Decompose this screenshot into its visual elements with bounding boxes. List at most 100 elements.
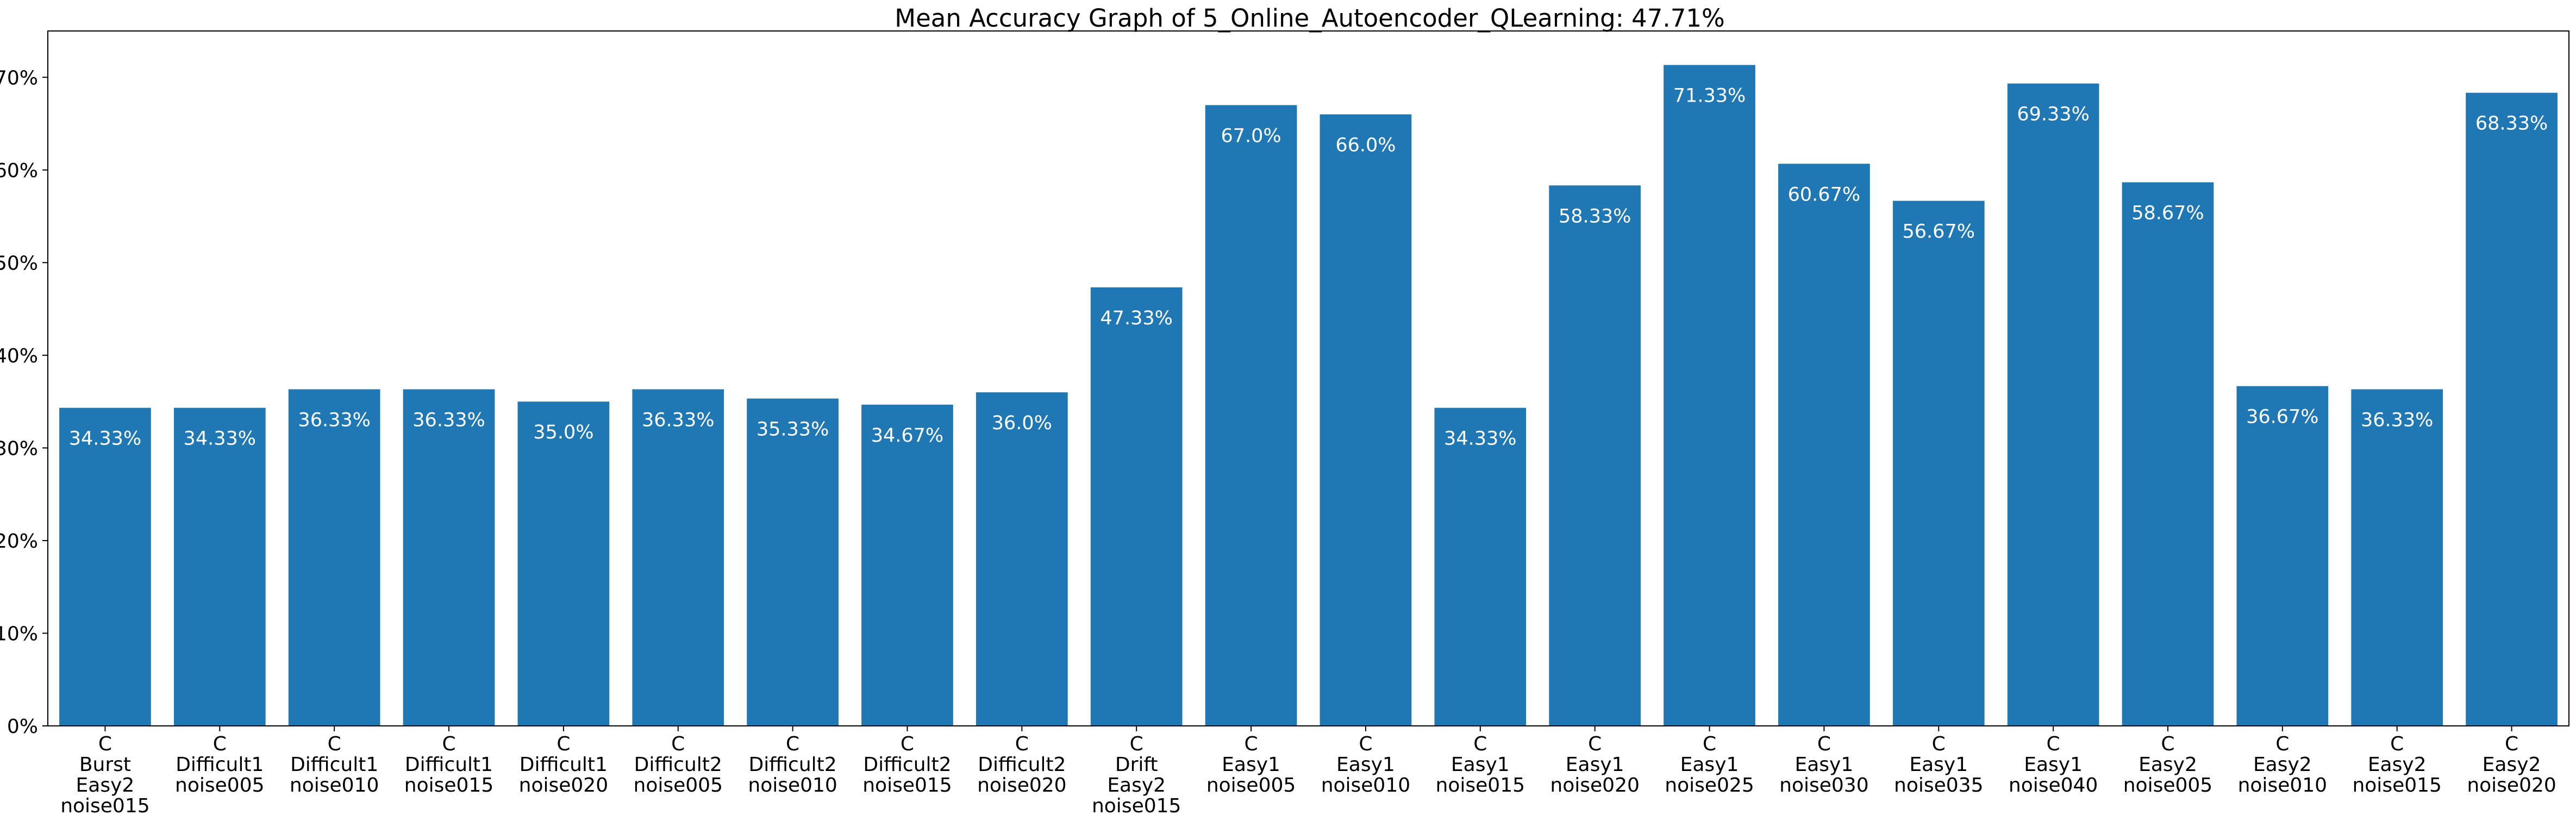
x-tick-label: C Difficult1 noise005: [175, 733, 264, 797]
bar: [2007, 83, 2099, 726]
x-tick-label-line: noise010: [290, 774, 379, 797]
bar-value-label: 36.33%: [642, 409, 714, 431]
x-tick-label: C Easy1 noise025: [1665, 733, 1754, 797]
x-tick-label-line: Easy1: [1566, 754, 1624, 776]
x-tick-label-line: C: [2505, 733, 2518, 755]
bar: [747, 398, 839, 726]
bar-value-label: 35.33%: [756, 419, 829, 441]
x-tick-label-line: noise035: [1894, 774, 1983, 797]
bar: [1205, 105, 1297, 726]
data-labels-layer: 34.33% 34.33% 36.33% 36.33% 35.0% 36.33% 35.33…: [69, 85, 2548, 450]
x-tick-label-line: C: [2390, 733, 2404, 755]
x-tick-label-line: C: [1473, 733, 1487, 755]
x-tick-label-line: C: [901, 733, 914, 755]
bar-value-label: 66.0%: [1335, 134, 1396, 156]
bar: [1664, 65, 1755, 726]
x-tick-label-line: C: [2047, 733, 2060, 755]
x-tick-label: C Easy1 noise030: [1779, 733, 1868, 797]
bar: [1549, 185, 1641, 726]
x-tick-label: C Easy1 noise040: [2009, 733, 2098, 797]
x-tick-label-line: noise030: [1779, 774, 1868, 797]
bar: [2236, 386, 2329, 726]
x-tick-label-line: noise015: [1092, 795, 1181, 815]
x-tick-label-line: C: [1817, 733, 1831, 755]
x-tick-label-line: Easy2: [2253, 754, 2312, 776]
x-tick-label-line: C: [1015, 733, 1029, 755]
x-tick-label-line: noise005: [175, 774, 264, 797]
x-tick-label: C Drift Easy2 noise015: [1092, 733, 1181, 815]
x-tick-label: C Difficult1 noise010: [290, 733, 379, 797]
x-tick-label-line: Drift: [1115, 754, 1158, 776]
bar: [517, 402, 610, 726]
x-tick-label-line: Easy2: [1107, 774, 1166, 797]
x-tick-label-line: Easy1: [1451, 754, 1510, 776]
bar: [2122, 182, 2214, 726]
x-tick-label-line: noise040: [2009, 774, 2098, 797]
x-tick-label: C Difficult2 noise020: [977, 733, 1066, 797]
bar-value-label: 36.67%: [2246, 406, 2318, 428]
x-tick-label-line: Easy1: [2024, 754, 2083, 776]
x-tick-label: C Burst Easy2 noise015: [60, 733, 149, 815]
bar: [632, 389, 724, 726]
x-tick-label-line: C: [328, 733, 341, 755]
x-tick-label-line: Difficult2: [978, 754, 1066, 776]
y-tick-label: 20%: [0, 530, 38, 553]
x-tick-label: C Easy2 noise015: [2352, 733, 2441, 797]
x-tick-label-line: noise005: [634, 774, 723, 797]
x-tick-label: C Easy1 noise035: [1894, 733, 1983, 797]
bar: [288, 389, 380, 726]
x-tick-label: C Easy1 noise010: [1321, 733, 1410, 797]
bar: [173, 408, 266, 726]
bar-value-label: 69.33%: [2017, 104, 2089, 126]
x-tick-label: C Easy1 noise020: [1550, 733, 1639, 797]
bar: [1892, 200, 1985, 726]
bar: [1090, 287, 1183, 726]
x-tick-label-line: noise020: [2467, 774, 2556, 797]
bar: [976, 392, 1068, 726]
plot-frame: [47, 30, 2569, 726]
x-tick-label-line: Easy2: [76, 774, 135, 797]
y-tick-label: 0%: [7, 716, 38, 738]
x-tick-label-line: Easy1: [1336, 754, 1395, 776]
x-tick-label-line: C: [1703, 733, 1716, 755]
x-tick-label: C Difficult2 noise005: [634, 733, 723, 797]
x-tick-label-line: noise020: [1550, 774, 1639, 797]
x-tick-label-line: C: [442, 733, 455, 755]
y-tick-label: 30%: [0, 437, 38, 460]
x-tick-label-line: C: [1130, 733, 1143, 755]
bar-value-label: 36.33%: [2361, 409, 2433, 431]
x-tick-label-line: C: [1244, 733, 1258, 755]
x-tick-label: C Difficult1 noise020: [519, 733, 608, 797]
x-tick-label-line: C: [98, 733, 112, 755]
x-tick-label: C Easy1 noise015: [1436, 733, 1525, 797]
x-tick-label-line: noise010: [1321, 774, 1410, 797]
y-tick-label: 50%: [0, 252, 38, 274]
x-tick-label-line: C: [557, 733, 570, 755]
bar-value-label: 68.33%: [2475, 113, 2548, 135]
bars-layer: [59, 65, 2558, 726]
bar-value-label: 36.0%: [992, 412, 1052, 434]
x-tick-label: C Easy2 noise020: [2467, 733, 2556, 797]
y-tick-label: 70%: [0, 67, 38, 89]
x-tick-label-line: noise010: [2238, 774, 2327, 797]
y-tick-label: 40%: [0, 345, 38, 367]
x-tick-label-line: Easy1: [1222, 754, 1280, 776]
x-tick-label: C Difficult2 noise015: [862, 733, 952, 797]
x-tick-label-line: noise015: [862, 774, 952, 797]
x-tick-label: C Easy2 noise005: [2123, 733, 2212, 797]
x-tick-label-line: C: [2275, 733, 2289, 755]
bar: [403, 389, 495, 726]
x-tick-label-line: noise020: [519, 774, 608, 797]
x-tick-label-line: C: [786, 733, 799, 755]
x-tick-label-line: Easy1: [1680, 754, 1739, 776]
x-tick-label-line: noise020: [977, 774, 1066, 797]
chart-title: Mean Accuracy Graph of 5_Online_Autoenco…: [895, 4, 1725, 33]
bar-value-label: 34.67%: [871, 425, 943, 447]
x-tick-label-line: Difficult2: [634, 754, 722, 776]
x-tick-label: C Difficult1 noise015: [404, 733, 493, 797]
bar: [2351, 389, 2443, 726]
x-tick-label-line: Easy1: [1909, 754, 1968, 776]
x-tick-label-line: Easy1: [1795, 754, 1853, 776]
